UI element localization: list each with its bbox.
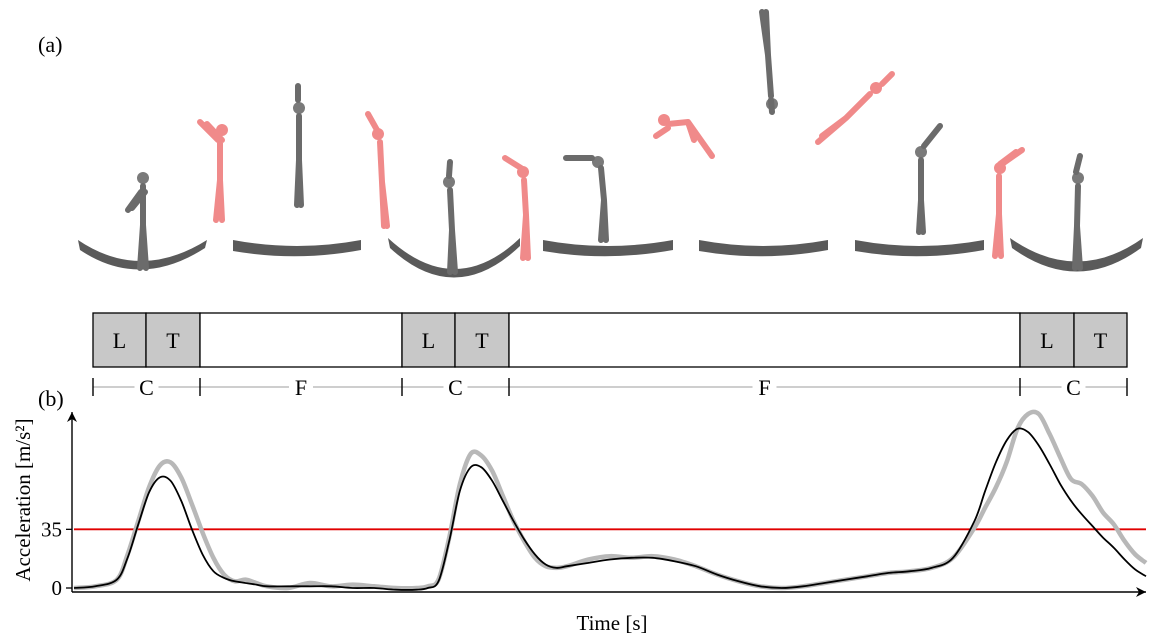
gymnast-figure-icon <box>815 71 895 145</box>
series-line-smoothed <box>73 427 1147 591</box>
phase-cell <box>401 312 456 368</box>
y-axis-arrow-icon <box>67 412 77 422</box>
acceleration-chart: 0 35 Time [s] Acceleration [m/s²] <box>11 409 1148 635</box>
x-axis-label: Time [s] <box>577 611 648 635</box>
phase-bracket-label: C <box>1066 375 1081 400</box>
trampoline-bed-icon <box>855 240 984 257</box>
phase-bracket-label: F <box>758 375 770 400</box>
panel-label-a: (a) <box>38 32 62 57</box>
gymnast-figure-icon <box>197 119 228 223</box>
y-axis-label: Acceleration [m/s²] <box>11 418 35 581</box>
y-tick-label: 0 <box>52 576 63 600</box>
phase-cell-label: L <box>113 328 126 353</box>
series-line-raw <box>73 409 1148 591</box>
gymnast-figures <box>125 9 1084 275</box>
gymnast-figure-icon <box>563 155 609 243</box>
gymnast-figure-icon <box>502 155 531 261</box>
phase-cell-label: T <box>166 328 180 353</box>
gymnast-figure-icon <box>1072 153 1084 271</box>
gymnast-figure-icon <box>365 111 390 229</box>
phase-cell-label: L <box>1040 328 1053 353</box>
gymnast-figure-icon <box>125 172 149 271</box>
phase-bracket: C <box>1020 375 1127 400</box>
phase-bracket: C <box>93 375 200 400</box>
phase-cell <box>1019 312 1075 368</box>
y-ticks: 0 35 <box>41 517 72 600</box>
series-group <box>73 409 1148 591</box>
phase-cell <box>92 312 147 368</box>
trampoline-bed-icon <box>233 240 361 257</box>
panel-label-b: (b) <box>38 386 64 411</box>
trampoline-bed-icon <box>388 238 520 278</box>
x-axis-arrow-icon <box>1136 587 1146 597</box>
phase-bracket: C <box>402 375 509 400</box>
phase-cell <box>145 312 201 368</box>
trampoline-bed-icon <box>543 240 673 257</box>
phase-cell <box>508 312 1021 368</box>
trampoline-bed-icon <box>699 240 828 257</box>
phase-cell-label: T <box>1094 328 1108 353</box>
phase-cell-label: L <box>422 328 435 353</box>
trampoline-bed-icon <box>78 240 207 270</box>
phase-bracket: F <box>509 375 1020 400</box>
gymnast-figure-icon <box>443 159 458 275</box>
phase-bracket-label: F <box>295 375 307 400</box>
phase-cell-label: T <box>475 328 489 353</box>
phase-cell <box>1073 312 1128 368</box>
phase-bracket: F <box>200 375 402 400</box>
phase-cell <box>199 312 403 368</box>
trampoline-beds <box>78 238 1143 278</box>
gymnast-figure-icon <box>992 147 1025 259</box>
gymnast-figure-icon <box>293 83 305 208</box>
y-tick-label: 35 <box>41 517 62 541</box>
phase-bracket-label: C <box>139 375 154 400</box>
trampoline-bed-icon <box>1010 238 1143 272</box>
phase-bracket-label: C <box>448 375 463 400</box>
gymnast-figure-icon <box>759 9 778 115</box>
gymnast-figure-icon <box>653 114 715 159</box>
gymnast-figure-icon <box>915 123 943 235</box>
phase-cell <box>454 312 510 368</box>
